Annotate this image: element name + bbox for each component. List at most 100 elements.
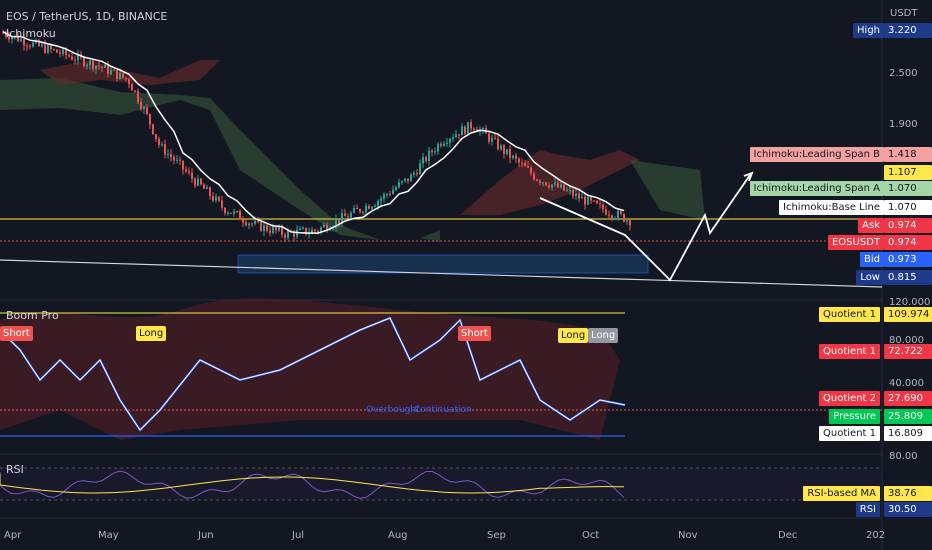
candle-body <box>146 107 148 115</box>
candle-body <box>68 55 70 57</box>
candle-body <box>110 70 112 75</box>
candle-body <box>191 172 193 179</box>
candle-body <box>101 66 103 68</box>
candle-body <box>212 196 214 201</box>
candle-body <box>173 157 175 161</box>
quotient-2-value: 27.690 <box>884 391 932 406</box>
candle-body <box>470 122 472 129</box>
currency-label: USDT <box>890 8 918 19</box>
candle-body <box>500 145 502 150</box>
time-tick-oct: Oct <box>582 530 600 541</box>
candle-body <box>155 134 157 139</box>
candle-body <box>599 203 601 205</box>
candle-body <box>203 184 205 189</box>
candle-body <box>605 209 607 215</box>
candle-body <box>185 169 187 172</box>
candle-body <box>554 182 556 185</box>
yellow-level-value: 1.107 <box>884 165 932 180</box>
candle-body <box>260 221 262 232</box>
high-value: 3.220 <box>884 23 932 38</box>
candle-body <box>161 144 163 146</box>
candle-body <box>218 196 220 201</box>
candle-body <box>128 79 130 85</box>
candle-body <box>617 211 619 219</box>
candle-body <box>245 222 247 226</box>
candle-body <box>353 207 355 213</box>
low-title: Low <box>856 270 884 285</box>
candle-body <box>200 178 202 185</box>
candle-body <box>296 229 298 237</box>
candle-body <box>194 178 196 186</box>
quotient-1-white-value: 16.809 <box>884 426 932 441</box>
candle-body <box>431 150 433 153</box>
candle-body <box>359 209 361 212</box>
time-tick-dec: Dec <box>778 530 798 541</box>
candle-body <box>587 197 589 205</box>
projection-path <box>539 174 751 282</box>
candle-body <box>5 32 7 37</box>
price-tick-2500: 2.500 <box>889 68 918 79</box>
candle-body <box>236 211 238 213</box>
time-tick-jun: Jun <box>198 530 214 541</box>
rsi-ma-title: RSI-based MA <box>803 486 880 501</box>
candle-body <box>227 212 229 214</box>
candle-body <box>41 44 43 47</box>
candle-body <box>488 133 490 142</box>
candle-body <box>266 225 268 231</box>
candle-body <box>95 65 97 70</box>
pane2-tick-80: 80.000 <box>889 335 924 346</box>
quotient-1-red-value: 72.722 <box>884 344 932 359</box>
candle-body <box>281 227 283 235</box>
candle-body <box>305 227 307 235</box>
ask-value: 0.974 <box>884 218 932 233</box>
candle-body <box>47 45 49 53</box>
candle-body <box>410 174 412 182</box>
signal-long-tag: Long <box>588 328 619 343</box>
candle-body <box>542 182 544 184</box>
candle-body <box>83 57 85 66</box>
candle-body <box>170 153 172 158</box>
continuation-label: Continuation <box>414 405 472 415</box>
candle-body <box>176 159 178 161</box>
candle-body <box>131 84 133 91</box>
candle-body <box>164 144 166 155</box>
candle-body <box>257 221 259 223</box>
signal-long-tag: Long <box>558 328 589 343</box>
candle-body <box>275 227 277 231</box>
candle-body <box>302 227 304 229</box>
candle-body <box>254 221 256 224</box>
time-tick-jul: Jul <box>292 530 305 541</box>
candle-body <box>551 184 553 188</box>
candle-body <box>251 223 253 225</box>
candle-body <box>524 163 526 167</box>
candle-body <box>512 155 514 159</box>
time-tick-sep: Sep <box>487 530 506 541</box>
candle-body <box>407 178 409 182</box>
leading-span-b-title: Ichimoku:Leading Span B <box>749 147 884 162</box>
quotient-1-white-title: Quotient 1 <box>819 426 880 441</box>
candle-body <box>584 196 586 205</box>
candle-body <box>299 228 301 230</box>
candle-body <box>269 230 271 233</box>
quotient-2-title: Quotient 2 <box>819 391 880 406</box>
candle-body <box>224 207 226 214</box>
rsi-ma-value: 38.76 <box>884 486 932 501</box>
time-tick-apr: Apr <box>4 530 22 541</box>
candle-body <box>371 206 373 209</box>
candle-body <box>377 200 379 206</box>
candle-body <box>32 42 34 47</box>
overbought-label: Overbought <box>366 405 420 415</box>
candle-body <box>86 64 88 66</box>
candle-body <box>233 211 235 214</box>
candle-body <box>113 69 115 71</box>
candle-body <box>122 72 124 78</box>
candle-body <box>446 142 448 144</box>
candle-body <box>38 40 40 47</box>
time-tick-aug: Aug <box>388 530 408 541</box>
candle-body <box>491 137 493 142</box>
signal-short-tag: Short <box>458 326 491 341</box>
candle-body <box>338 219 340 224</box>
candle-body <box>494 137 496 139</box>
candle-body <box>425 157 427 162</box>
candle-body <box>563 184 565 191</box>
